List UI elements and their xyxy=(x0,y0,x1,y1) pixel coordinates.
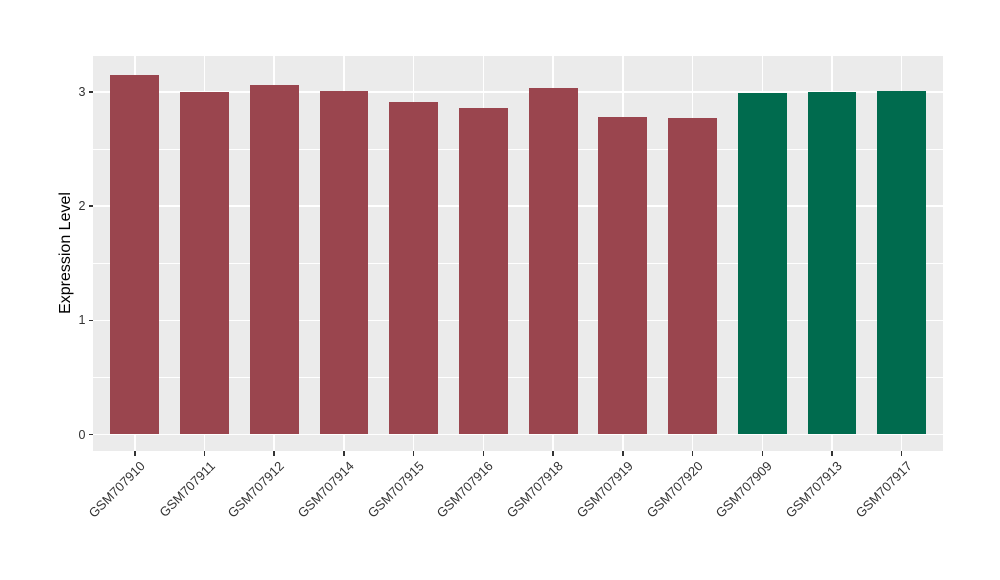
x-tick-label-GSM707911: GSM707911 xyxy=(155,458,218,520)
y-tick-mark xyxy=(88,91,93,93)
bar-GSM707918 xyxy=(528,88,578,435)
x-tick-label-GSM707915: GSM707915 xyxy=(364,458,427,521)
gridline-horizontal-major xyxy=(93,319,943,322)
bar-GSM707914 xyxy=(319,90,369,435)
x-tick-label-GSM707909: GSM707909 xyxy=(712,458,776,521)
bar-GSM707920 xyxy=(668,118,717,435)
gridline-horizontal-major xyxy=(93,91,943,93)
x-tick-mark xyxy=(622,451,624,456)
bar-GSM707910 xyxy=(110,74,160,435)
x-tick-mark xyxy=(691,451,694,456)
bar-GSM707913 xyxy=(807,91,857,435)
y-tick-mark xyxy=(88,433,93,436)
gridline-horizontal-minor xyxy=(93,377,943,378)
gridline-horizontal-major xyxy=(93,205,943,207)
x-tick-label-GSM707916: GSM707916 xyxy=(434,458,497,521)
bar-GSM707917 xyxy=(877,90,927,435)
y-tick-label: 0 xyxy=(78,427,86,442)
x-tick-mark xyxy=(900,451,903,456)
x-tick-label-GSM707917: GSM707917 xyxy=(852,458,915,521)
x-tick-label-GSM707914: GSM707914 xyxy=(294,458,357,521)
x-tick-label-GSM707912: GSM707912 xyxy=(224,458,288,521)
x-tick-mark xyxy=(203,451,206,456)
x-tick-label-GSM707919: GSM707919 xyxy=(573,458,636,521)
x-tick-label-GSM707920: GSM707920 xyxy=(643,458,706,521)
x-tick-mark xyxy=(552,451,554,456)
x-tick-label-GSM707913: GSM707913 xyxy=(782,458,845,521)
y-tick-label: 3 xyxy=(78,84,86,99)
y-tick-label: 1 xyxy=(78,313,86,328)
x-tick-label-GSM707918: GSM707918 xyxy=(503,458,567,521)
x-tick-mark xyxy=(761,451,764,456)
x-tick-mark xyxy=(482,451,485,456)
x-tick-mark xyxy=(412,451,415,456)
gridline-horizontal-minor xyxy=(93,148,943,150)
x-tick-mark xyxy=(343,451,345,456)
x-tick-mark xyxy=(134,451,136,456)
x-tick-mark xyxy=(273,451,275,456)
bar-GSM707911 xyxy=(180,91,229,435)
bar-GSM707909 xyxy=(737,93,787,435)
gridline-horizontal-major xyxy=(93,433,943,436)
gridline-horizontal-minor xyxy=(93,262,943,264)
bar-GSM707915 xyxy=(389,102,439,435)
plot-panel xyxy=(93,56,943,451)
x-tick-mark xyxy=(831,451,833,456)
y-tick-mark xyxy=(88,205,93,207)
bar-GSM707919 xyxy=(598,117,648,435)
y-tick-label: 2 xyxy=(78,199,86,214)
y-tick-mark xyxy=(88,319,93,322)
x-tick-label-GSM707910: GSM707910 xyxy=(85,458,148,521)
bar-GSM707916 xyxy=(459,107,508,435)
bar-GSM707912 xyxy=(249,85,299,435)
